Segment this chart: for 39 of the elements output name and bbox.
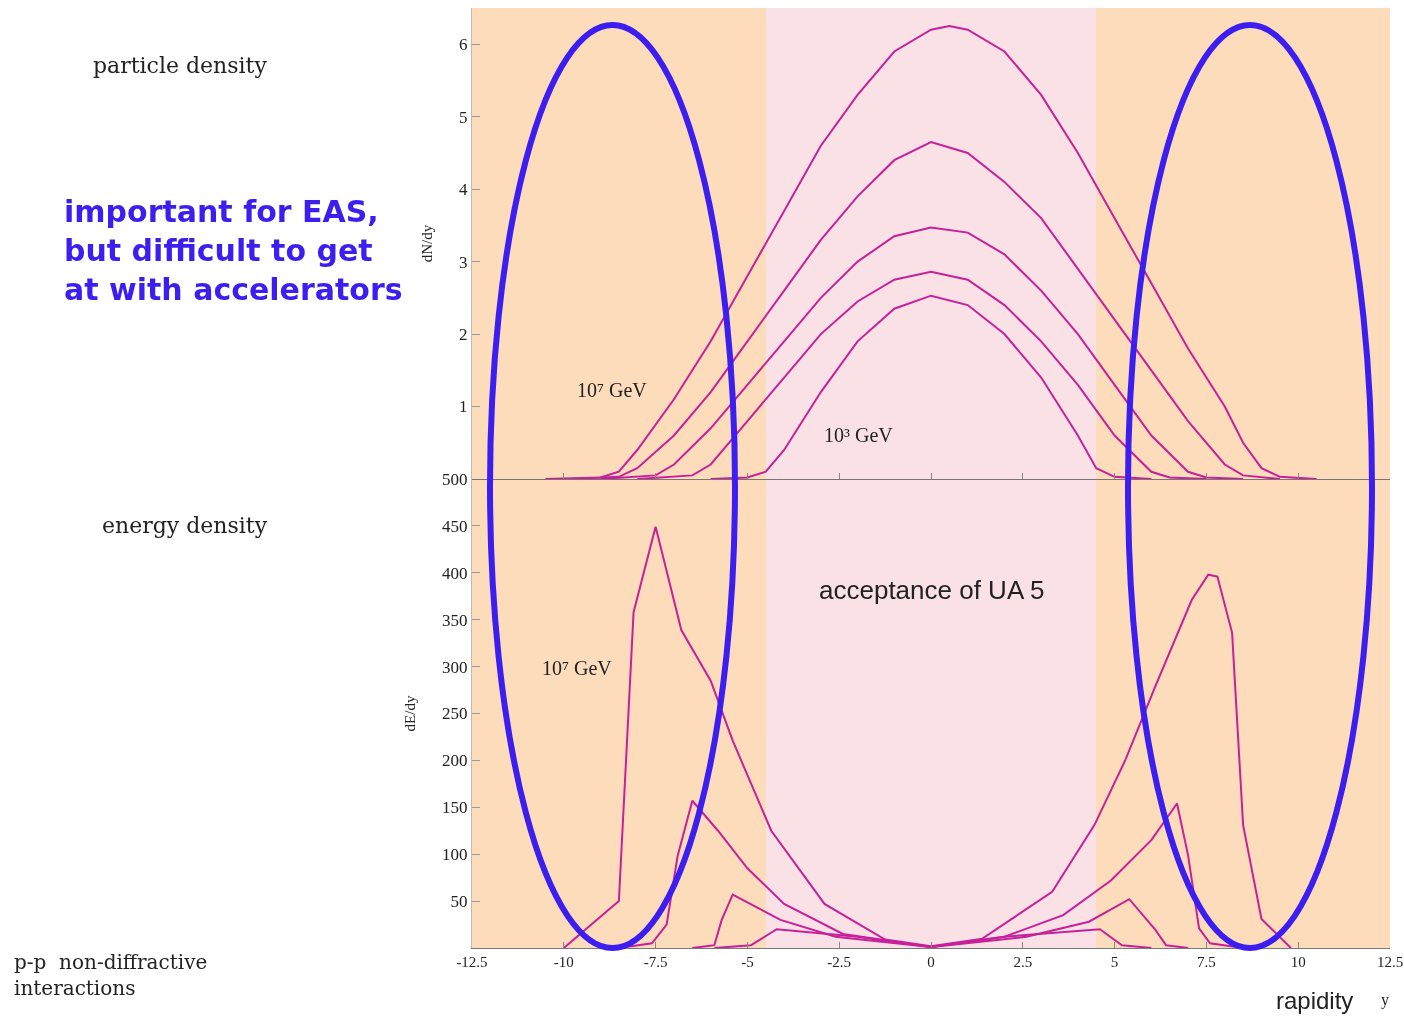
x-tick-label: -10 [553,954,574,970]
x-tick-label: 12.5 [1376,954,1404,970]
x-tick-label: -2.5 [827,954,852,970]
y-tick-label: 50 [450,892,468,912]
y-tick-label: 500 [442,469,468,489]
y-tick-label: 400 [442,563,468,583]
y-tick-label: 450 [442,516,468,536]
x-tick-label: -7.5 [643,954,668,970]
x-tick-label: -5 [741,954,754,970]
y-tick-label: 4 [459,180,469,200]
x-tick-label: 0 [927,954,935,970]
y-tick-label: 2 [459,325,468,345]
y-tick-label: 6 [459,35,468,55]
x-tick-label: 7.5 [1197,954,1216,970]
x-tick-label: -12.5 [456,954,488,970]
y-tick-label: 3 [459,252,468,272]
text: energy density [102,513,268,538]
y-tick-label: 300 [442,657,468,677]
annotation: 10⁷ GeV [577,379,648,401]
text: y [1381,991,1389,1009]
y-tick-label: 1 [459,397,468,417]
x-tick-label: 5 [1110,954,1119,970]
x-axis-title: rapidity [1276,987,1354,1014]
y-tick-label: 200 [442,751,468,771]
text: important for EAS, but difficult to get at with accelerators [64,194,403,307]
y-tick-label: 150 [442,798,468,818]
y-axis-title: dE/dy [402,695,419,732]
y-tick-label: 5 [459,107,468,127]
x-tick-label: 2.5 [1013,954,1033,970]
y-tick-label: 350 [442,610,468,630]
y-tick-label: 100 [442,845,468,865]
annotation: 10⁷ GeV [542,657,613,679]
text: p-p non-diffractive interactions [14,950,208,1000]
band-label: acceptance of UA 5 [819,575,1045,605]
x-tick-label: 10 [1290,954,1306,970]
annotation: 10³ GeV [824,424,894,446]
text: particle density [93,53,268,78]
y-axis-title: dN/dy [419,224,436,263]
y-tick-label: 250 [442,704,468,724]
